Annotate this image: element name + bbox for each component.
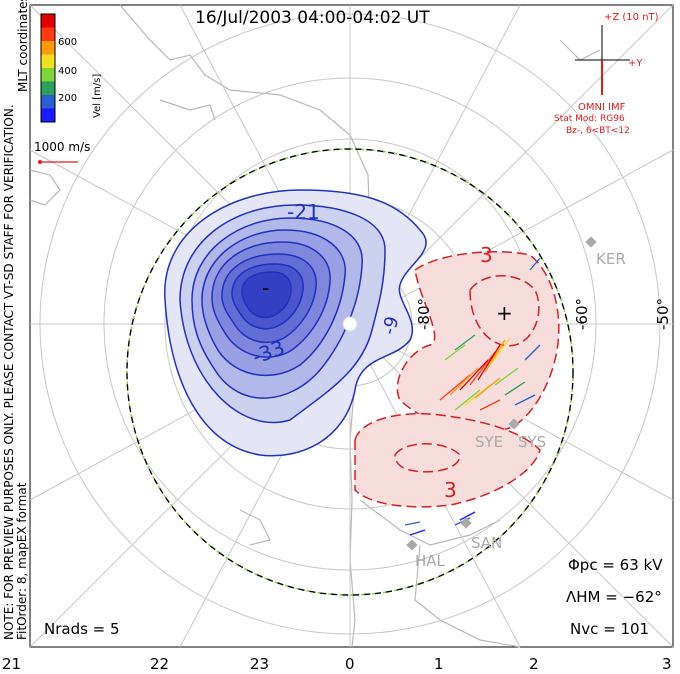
param-phi-pc: Φpc = 63 kV <box>568 556 663 574</box>
station-ker: KER <box>596 250 626 268</box>
positive-potential-cell <box>354 251 560 508</box>
param-n-vc: Nvc = 101 <box>570 620 650 638</box>
stat-model-line-2: Bz-, 6<BT<12 <box>566 126 630 136</box>
velocity-colorbar <box>40 13 56 123</box>
coords-label: MLT coordinates <box>16 0 30 92</box>
imf-by-label: +Y <box>628 58 643 69</box>
param-lambda-hm: ΛHM = −62° <box>566 588 662 606</box>
colorbar-segment <box>41 95 55 109</box>
colorbar-segment <box>41 108 55 123</box>
colorbar-tick-200: 200 <box>58 93 78 104</box>
station-san: SAN <box>471 534 503 552</box>
contour-label-pos-3b: 3 <box>444 478 457 502</box>
station-sys: SYS <box>518 433 547 451</box>
hm-boundary <box>126 148 574 596</box>
station-hal: HAL <box>415 552 445 570</box>
x-tick-21: 21 <box>2 655 22 673</box>
x-tick-23: 23 <box>250 655 270 673</box>
lat-label-60: -60° <box>573 298 591 330</box>
map-title: 16/Jul/2003 04:00-04:02 UT <box>195 8 430 28</box>
plot-frame <box>29 4 674 648</box>
imf-dial <box>575 25 630 95</box>
x-tick-0: 0 <box>345 655 355 673</box>
colorbar-tick-400: 400 <box>58 66 78 77</box>
contour-label-pos-3a: 3 <box>480 243 493 267</box>
x-tick-3: 3 <box>662 655 672 673</box>
hm-boundary-green <box>126 148 574 596</box>
contour-label-neg-21: -21 <box>287 200 320 224</box>
imf-source: OMNI IMF <box>578 102 626 113</box>
colorbar-segment <box>41 14 55 28</box>
colorbar-segment <box>41 27 55 42</box>
stat-model-line-1: Stat Mod: RG96 <box>554 114 625 124</box>
contour-max-marker: + <box>496 301 513 325</box>
colorbar-tick-600: 600 <box>58 37 78 48</box>
colorbar-segment <box>41 81 55 96</box>
imf-bz-label: +Z (10 nT) <box>604 12 659 23</box>
contour-min-marker: - <box>262 276 270 300</box>
lat-label-80: -80° <box>415 298 433 330</box>
station-sye: SYE <box>475 433 504 451</box>
station-markers <box>406 236 597 551</box>
vector-scale-label: 1000 m/s <box>34 140 91 154</box>
lat-label-50: -50° <box>654 298 672 330</box>
note-line-2: FitOrder: 8, mapEX format <box>15 482 29 640</box>
colorbar-segment <box>41 54 55 69</box>
x-tick-22: 22 <box>150 655 170 673</box>
negative-potential-cell <box>164 189 462 457</box>
vector-scale-dot <box>38 160 42 164</box>
magnetic-pole-marker <box>342 316 358 332</box>
colorbar-frame <box>40 13 56 123</box>
x-tick-2: 2 <box>529 655 539 673</box>
x-tick-1: 1 <box>434 655 444 673</box>
velocity-vectors <box>404 257 541 536</box>
param-n-rads: Nrads = 5 <box>44 620 120 638</box>
colorbar-segment <box>41 68 55 82</box>
colorbar-label: Vel [m/s] <box>92 73 103 118</box>
colorbar-segment <box>41 41 55 55</box>
preview-note: NOTE: FOR PREVIEW PURPOSES ONLY. PLEASE … <box>2 104 29 640</box>
